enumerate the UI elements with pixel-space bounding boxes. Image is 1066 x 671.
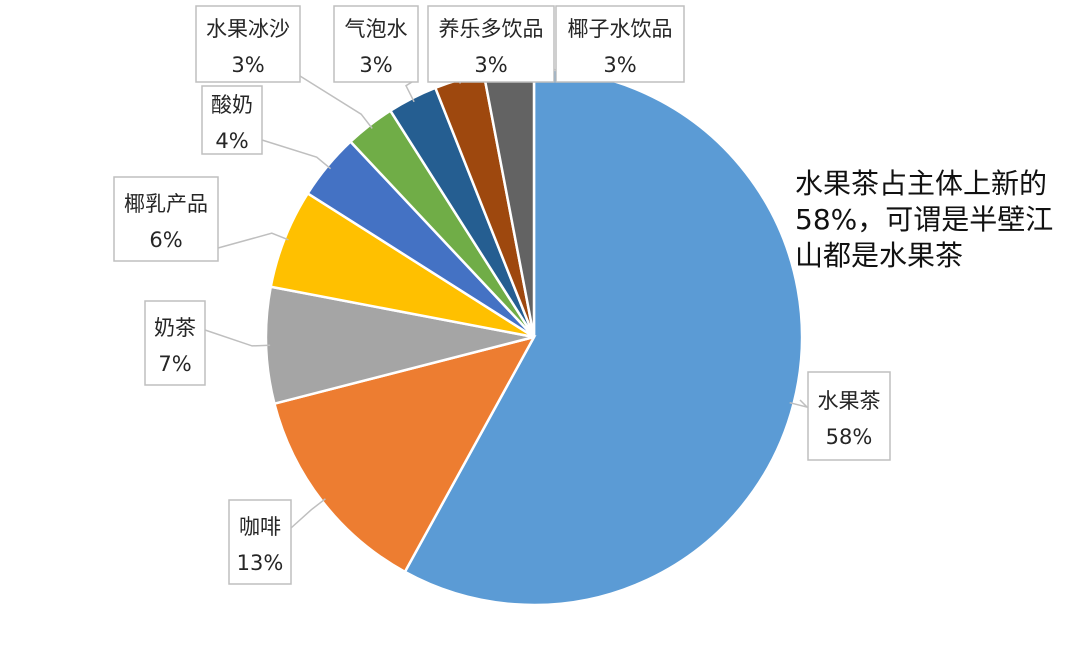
data-label-category: 养乐多饮品 — [439, 17, 544, 41]
data-label-value: 3% — [474, 53, 507, 77]
data-label-box — [427, 5, 555, 83]
leader-line — [405, 81, 415, 103]
leader-line — [299, 75, 373, 129]
data-label-category: 咖啡 — [239, 515, 281, 539]
data-label-category: 椰乳产品 — [124, 192, 208, 216]
data-label-value: 13% — [237, 551, 284, 575]
data-label-value: 4% — [215, 129, 248, 153]
data-label-callouts: 水果茶 58% 咖啡 13% 奶茶 7% 椰乳产品 6% 酸奶 4% 水果冰沙 3% 气泡水 3% 养乐多饮… — [113, 5, 891, 585]
data-label-category: 水果茶 — [818, 389, 881, 413]
data-label-category: 奶茶 — [154, 316, 196, 340]
leader-line — [290, 498, 326, 529]
data-label-box — [195, 5, 301, 83]
data-label-value: 6% — [149, 228, 182, 252]
leader-line — [789, 399, 810, 409]
data-label-box — [144, 300, 206, 386]
data-label-value: 58% — [826, 425, 873, 449]
data-label-box — [113, 176, 219, 262]
data-label-box — [555, 5, 685, 83]
data-label-value: 3% — [603, 53, 636, 77]
data-label-box — [333, 5, 419, 83]
data-label-category: 酸奶 — [211, 93, 253, 117]
data-label-value: 3% — [231, 53, 264, 77]
data-label-category: 椰子水饮品 — [568, 17, 673, 41]
data-label-value: 3% — [359, 53, 392, 77]
data-label-box — [807, 371, 891, 461]
data-label-category: 水果冰沙 — [206, 17, 290, 41]
data-label-category: 气泡水 — [345, 17, 408, 41]
data-label-box — [228, 499, 292, 585]
leader-line — [217, 232, 289, 249]
data-label-box — [201, 85, 263, 155]
leader-line — [204, 329, 271, 347]
chart-annotation: 水果茶占主体上新的58%，可谓是半壁江山都是水果茶 — [795, 167, 1054, 272]
pie-slices — [264, 67, 804, 607]
data-label-value: 7% — [158, 352, 191, 376]
leader-line — [261, 139, 332, 170]
